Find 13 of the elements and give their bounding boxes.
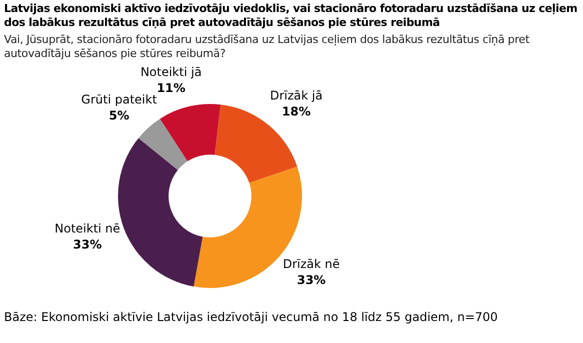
data-label: 5% xyxy=(108,108,130,122)
slice-label: Noteikti jā xyxy=(140,65,202,80)
chart-title: Latvijas ekonomiski aktīvo iedzīvotāju viedoklis, vai stacionāro fotoradaru uzstādīšana uz ceļiem dos labākus rezultātus cīņā pret autovadītāju sēšanos pie stūres reibumā xyxy=(4,2,578,30)
data-label: 11% xyxy=(156,81,186,96)
text: Bāze: Ekonomiski aktīvie Latvijas iedzīvotāji vecumā no 18 līdz 55 gadiem, n=700 xyxy=(4,310,499,325)
chart-subtitle: Vai, Jūsuprāt, stacionāro fotoradaru uzstādīšana uz Latvijas ceļiem dos labākus rezultātus cīņā pret autovadītāju sēšanos pie stūres reibumā? xyxy=(4,33,530,61)
slice-label: Grūti pateikt xyxy=(81,92,158,106)
slice-label: Drīzāk jā xyxy=(270,88,323,102)
data-label: 18% xyxy=(282,104,311,118)
slice-label: Noteikti nē xyxy=(54,221,120,236)
slice-label: Drīzāk nē xyxy=(282,257,340,272)
data-label: 33% xyxy=(296,273,326,288)
data-label: 33% xyxy=(73,237,102,252)
